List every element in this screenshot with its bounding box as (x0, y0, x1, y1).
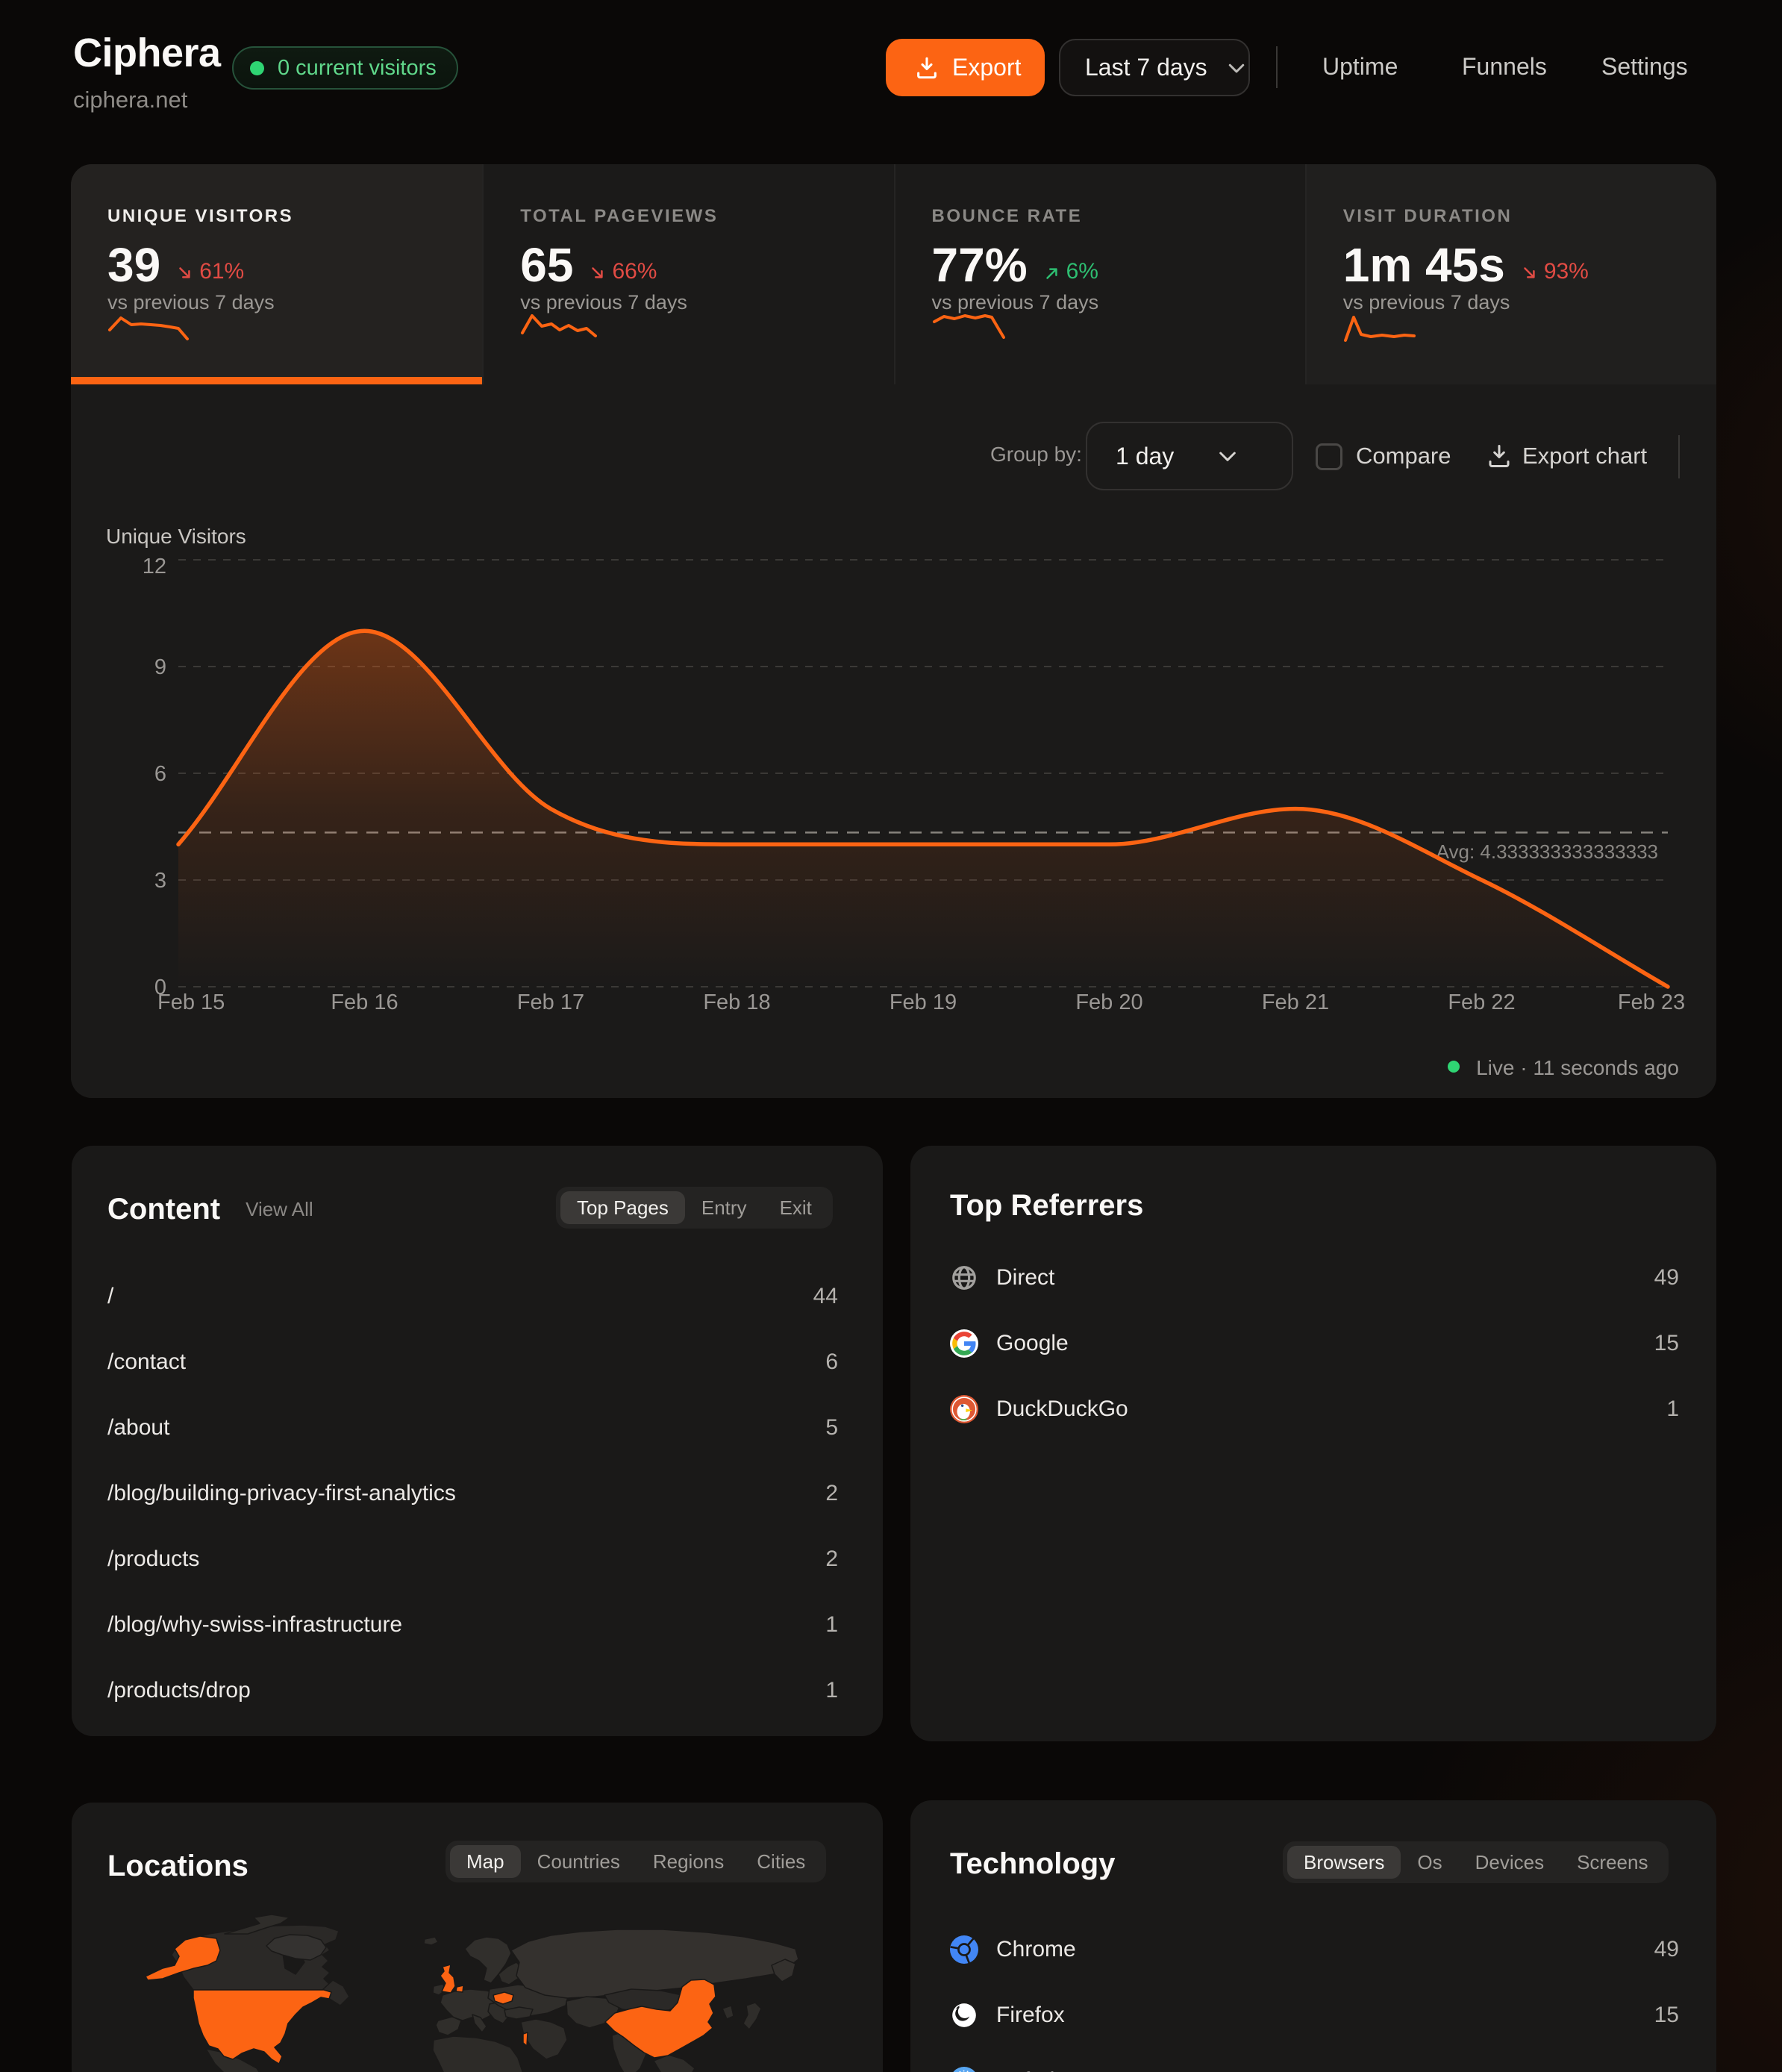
svg-text:Feb 22: Feb 22 (1448, 990, 1515, 1014)
svg-text:Feb 23: Feb 23 (1618, 990, 1685, 1014)
svg-text:Feb 21: Feb 21 (1262, 990, 1329, 1014)
svg-text:0: 0 (154, 976, 166, 999)
svg-text:Avg: 4.333333333333333: Avg: 4.333333333333333 (1436, 840, 1658, 863)
svg-text:Feb 19: Feb 19 (890, 990, 957, 1014)
svg-text:Feb 16: Feb 16 (331, 990, 398, 1014)
svg-text:Feb 17: Feb 17 (517, 990, 584, 1014)
svg-text:Feb 15: Feb 15 (157, 990, 225, 1014)
svg-text:12: 12 (143, 555, 166, 578)
svg-text:Feb 18: Feb 18 (703, 990, 770, 1014)
svg-text:3: 3 (154, 869, 166, 893)
svg-text:Unique Visitors: Unique Visitors (106, 525, 246, 548)
svg-text:6: 6 (154, 762, 166, 786)
svg-text:9: 9 (154, 655, 166, 679)
svg-text:Feb 20: Feb 20 (1075, 990, 1142, 1014)
